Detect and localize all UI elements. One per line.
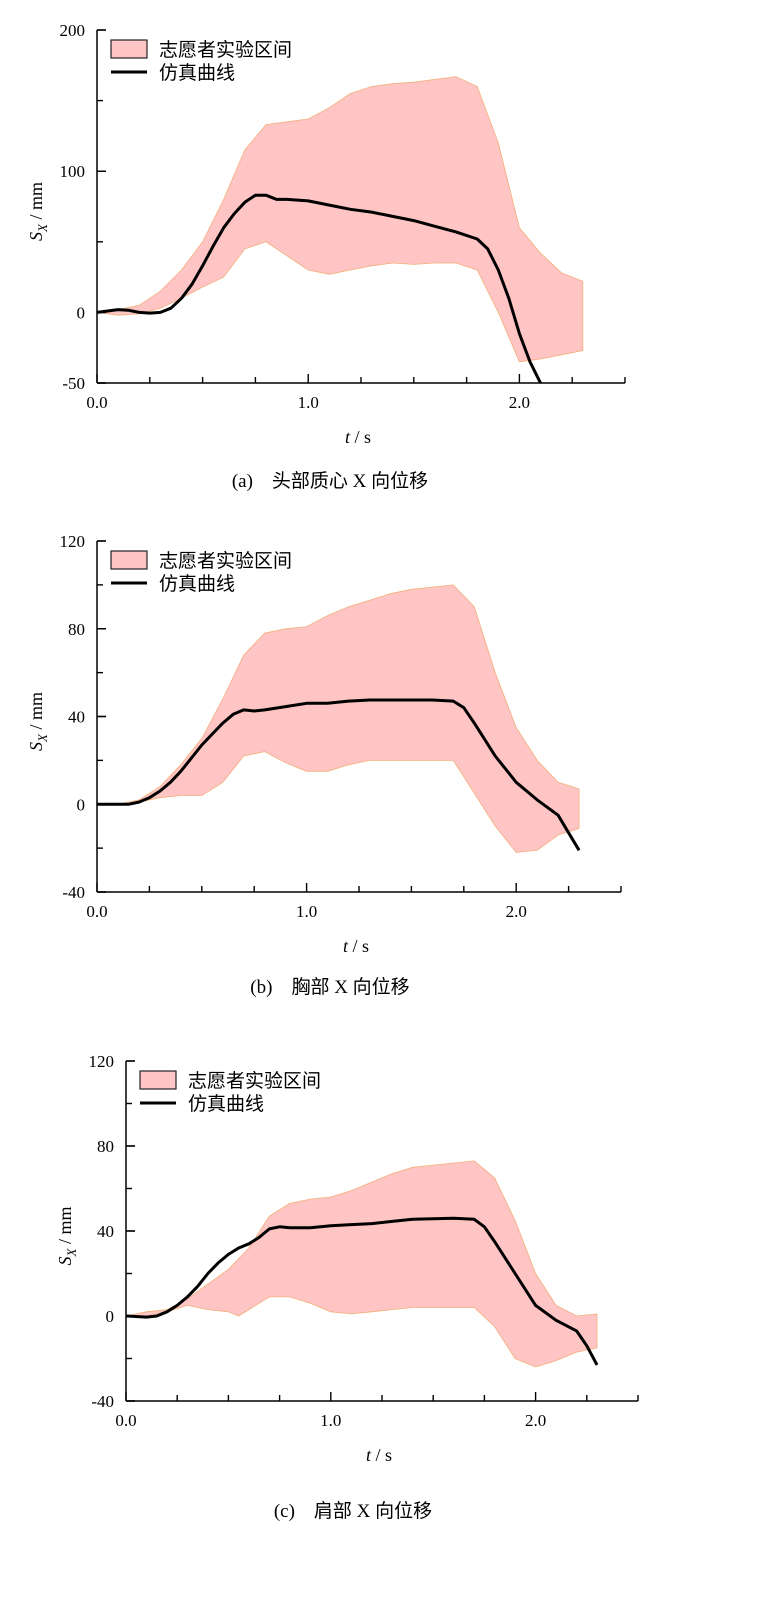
legend-band-label: 志愿者实验区间 bbox=[159, 550, 292, 572]
legend-band-swatch bbox=[139, 1070, 177, 1090]
x-axis-symbol: t bbox=[345, 427, 351, 447]
simulation-curve bbox=[97, 698, 581, 852]
y-axis-symbol: S bbox=[26, 232, 46, 241]
y-tick-label: 120 bbox=[60, 532, 86, 551]
y-tick-label: -40 bbox=[91, 1392, 114, 1411]
y-tick-label: 40 bbox=[97, 1222, 114, 1241]
legend-band-swatch bbox=[110, 550, 148, 570]
x-tick-label: 1.0 bbox=[296, 902, 317, 921]
y-axis-unit: / mm bbox=[26, 182, 46, 224]
y-tick-label: 80 bbox=[97, 1137, 114, 1156]
y-tick-label: 40 bbox=[68, 708, 85, 727]
legend-band-label: 志愿者实验区间 bbox=[188, 1070, 321, 1092]
y-tick-label: 0 bbox=[77, 795, 86, 814]
y-axis-symbol: S bbox=[55, 1256, 75, 1265]
chart-caption: (a) 头部质心 X 向位移 bbox=[232, 470, 428, 492]
x-tick-label: 2.0 bbox=[525, 1411, 546, 1430]
y-axis-label: SX / mm bbox=[26, 182, 50, 241]
y-tick-label: 0 bbox=[77, 303, 86, 322]
x-tick-label: 1.0 bbox=[320, 1411, 341, 1430]
volunteer-range-band bbox=[126, 1160, 598, 1368]
x-tick-label: 2.0 bbox=[506, 902, 527, 921]
chart-caption: (c) 肩部 X 向位移 bbox=[274, 1500, 432, 1522]
x-axis-symbol: t bbox=[366, 1445, 372, 1465]
x-tick-label: 1.0 bbox=[298, 393, 319, 412]
volunteer-range-band bbox=[97, 584, 580, 853]
x-axis-label: t / s bbox=[343, 936, 369, 956]
y-tick-label: -40 bbox=[62, 883, 85, 902]
simulation-curve bbox=[126, 1216, 599, 1366]
y-tick-label: 200 bbox=[60, 21, 86, 40]
legend-line-label: 仿真曲线 bbox=[159, 573, 235, 595]
x-axis-unit: / s bbox=[371, 1445, 392, 1465]
simulation-curve bbox=[97, 193, 542, 383]
x-tick-label: 0.0 bbox=[86, 393, 107, 412]
y-axis-unit: / mm bbox=[26, 692, 46, 734]
x-axis-unit: / s bbox=[350, 427, 371, 447]
x-axis-label: t / s bbox=[366, 1445, 392, 1465]
chart-caption: (b) 胸部 X 向位移 bbox=[250, 976, 409, 998]
x-tick-label: 0.0 bbox=[86, 902, 107, 921]
volunteer-range-band bbox=[97, 76, 584, 363]
y-axis-subscript: X bbox=[35, 223, 50, 233]
y-tick-label: 80 bbox=[68, 620, 85, 639]
y-axis-label: SX / mm bbox=[26, 692, 50, 751]
legend-line-label: 仿真曲线 bbox=[188, 1093, 264, 1115]
y-tick-label: 100 bbox=[60, 162, 86, 181]
y-tick-label: 120 bbox=[89, 1052, 115, 1071]
legend-band-label: 志愿者实验区间 bbox=[159, 39, 292, 61]
legend-band-swatch bbox=[110, 39, 148, 59]
y-axis-subscript: X bbox=[64, 1247, 79, 1257]
y-axis-label: SX / mm bbox=[55, 1207, 79, 1266]
legend-line-label: 仿真曲线 bbox=[159, 62, 235, 84]
chart-panel-1: 0.0 1.0 2.0 -50 0 100 200 t / s SX / mm 志愿者实验区间仿真… bbox=[26, 21, 626, 492]
y-axis-symbol: S bbox=[26, 742, 46, 751]
x-tick-label: 0.0 bbox=[115, 1411, 136, 1430]
chart-panel-2: 0.0 1.0 2.0 -40 0 40 80 120 t / s SX / mm 志愿者实验区间仿… bbox=[26, 532, 622, 998]
chart-panel-3: 0.0 1.0 2.0 -40 0 40 80 120 t / s SX / mm 志愿者实验区间仿… bbox=[55, 1052, 639, 1522]
x-axis-label: t / s bbox=[345, 427, 371, 447]
y-tick-label: -50 bbox=[62, 374, 85, 393]
y-axis-subscript: X bbox=[35, 733, 50, 743]
x-tick-label: 2.0 bbox=[509, 393, 530, 412]
x-axis-symbol: t bbox=[343, 936, 349, 956]
y-tick-label: 0 bbox=[106, 1307, 115, 1326]
y-axis-unit: / mm bbox=[55, 1207, 75, 1249]
x-axis-unit: / s bbox=[348, 936, 369, 956]
